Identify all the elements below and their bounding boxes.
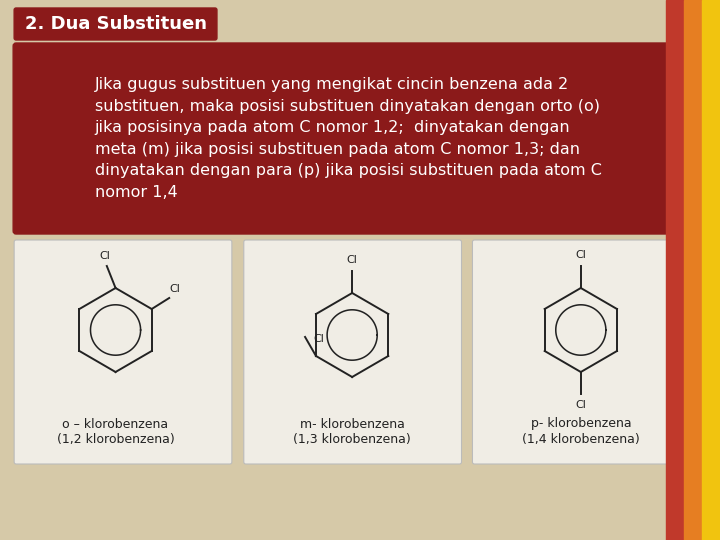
Text: (1,4 klorobenzena): (1,4 klorobenzena) [522,434,639,447]
FancyBboxPatch shape [472,240,690,464]
Bar [684,0,702,540]
Text: Cl: Cl [575,400,586,410]
Text: m- klorobenzena: m- klorobenzena [300,417,405,430]
Text: Cl: Cl [347,255,358,265]
Text: Cl: Cl [313,334,324,344]
Text: Cl: Cl [575,250,586,260]
Text: p- klorobenzena: p- klorobenzena [531,417,631,430]
Bar [666,0,684,540]
FancyBboxPatch shape [14,8,217,40]
FancyBboxPatch shape [244,240,462,464]
Text: Cl: Cl [170,284,181,294]
Text: 2. Dua Substituen: 2. Dua Substituen [24,15,207,33]
Text: o – klorobenzena: o – klorobenzena [63,417,168,430]
Text: (1,2 klorobenzena): (1,2 klorobenzena) [57,434,174,447]
Bar [702,0,720,540]
Text: Jika gugus substituen yang mengikat cincin benzena ada 2
substituen, maka posisi: Jika gugus substituen yang mengikat cinc… [95,77,602,200]
FancyBboxPatch shape [14,240,232,464]
Text: Cl: Cl [99,251,110,261]
Text: (1,3 klorobenzena): (1,3 klorobenzena) [293,434,411,447]
FancyBboxPatch shape [13,43,683,234]
